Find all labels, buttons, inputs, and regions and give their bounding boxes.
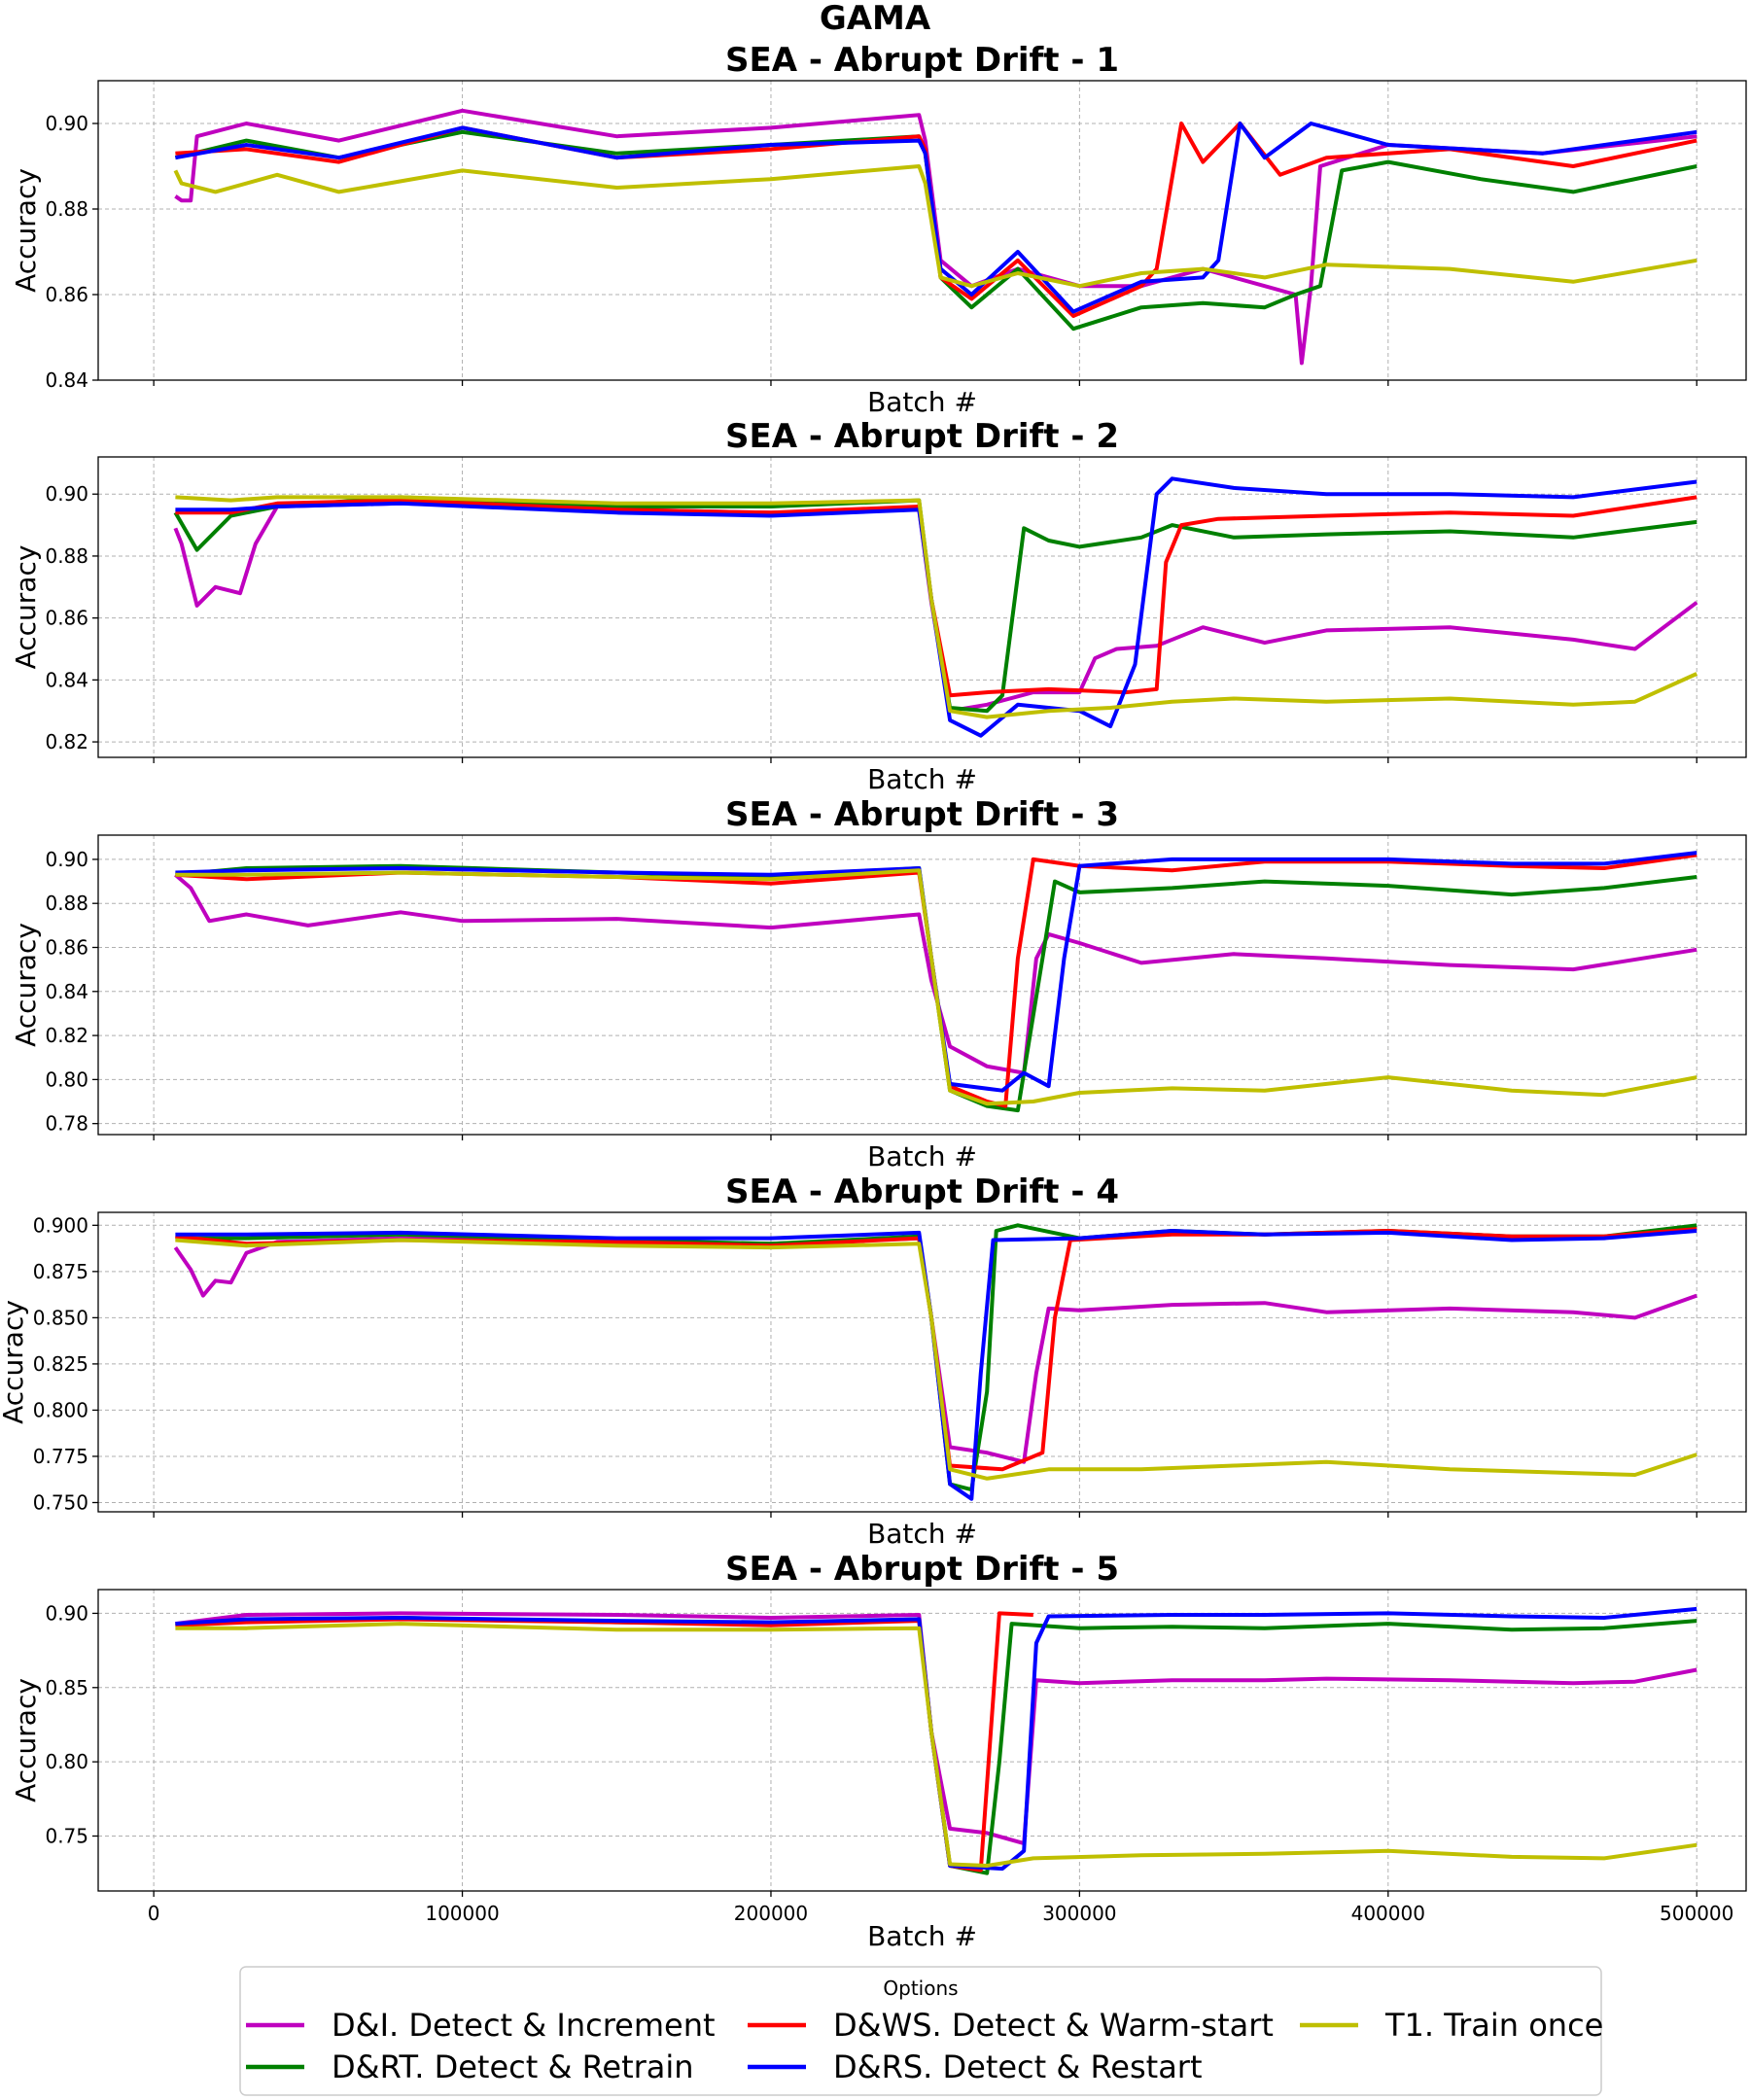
series-line (173, 1236, 1698, 1464)
plot-frame (97, 456, 1747, 758)
subplot-title: SEA - Abrupt Drift - 1 (725, 41, 1119, 80)
legend-entry-label: D&RS. Detect & Restart (833, 2048, 1203, 2085)
x-tick-label: 200000 (734, 1902, 808, 1925)
y-tick-label: 0.78 (45, 1112, 88, 1136)
series-line (175, 495, 1698, 719)
series-line (175, 1622, 1698, 1868)
legend: Options D&I. Detect & Increment D&WS. Dete… (239, 1966, 1603, 2096)
series-line (175, 1616, 1698, 1875)
figure-suptitle: GAMA (820, 0, 931, 38)
subplot-2: SEA - Abrupt Drift - 2 0.82 0.84 0.86 0.88 0.… (10, 417, 1747, 795)
x-axis-label: Batch # (867, 386, 977, 418)
series-line (175, 1238, 1698, 1481)
y-tick-label: 0.850 (33, 1306, 88, 1329)
y-tick-label: 0.84 (45, 668, 88, 691)
y-tick-label: 0.900 (33, 1213, 88, 1237)
subplot-5: SEA - Abrupt Drift - 5 0.75 0.80 0.85 0.90 0 1… (10, 1550, 1747, 1952)
x-axis-label: Batch # (867, 1518, 977, 1550)
y-axis-label: Accuracy (0, 1300, 29, 1424)
subplot-title: SEA - Abrupt Drift - 4 (725, 1172, 1119, 1211)
series-line (175, 476, 1698, 738)
y-axis-label: Accuracy (10, 1678, 42, 1802)
y-tick-label: 0.86 (45, 607, 88, 630)
plot-frame (97, 1589, 1747, 1892)
legend-title: Options (883, 1977, 958, 2000)
series-line (175, 868, 1698, 1106)
subplot-4: SEA - Abrupt Drift - 4 0.750 0.775 0.800 0.8… (0, 1172, 1747, 1550)
legend-entry-label: D&WS. Detect & Warm-start (833, 2007, 1274, 2044)
x-axis-label: Batch # (867, 1140, 977, 1172)
y-tick-label: 0.82 (45, 1024, 88, 1047)
x-tick-label: 0 (148, 1902, 160, 1925)
plot-frame (97, 834, 1747, 1136)
series-line (175, 1227, 1698, 1472)
y-tick-label: 0.86 (45, 283, 88, 306)
x-tick-label: 400000 (1351, 1902, 1425, 1925)
y-tick-label: 0.825 (33, 1352, 88, 1376)
plot-frame (97, 80, 1747, 381)
series-line (173, 495, 1698, 714)
y-tick-label: 0.88 (45, 197, 88, 221)
x-axis-label: Batch # (867, 1920, 977, 1952)
y-tick-label: 0.90 (45, 848, 88, 871)
subplots: SEA - Abrupt Drift - 1 0.84 0.86 0.88 0.90 Ba… (0, 41, 1747, 1952)
y-axis-label: Accuracy (10, 545, 42, 670)
legend-entry-label: D&I. Detect & Increment (332, 2007, 716, 2044)
y-tick-label: 0.775 (33, 1445, 88, 1468)
x-tick-label: 500000 (1660, 1902, 1733, 1925)
series-line (175, 1611, 1698, 1846)
series-line (175, 1606, 1698, 1872)
y-tick-label: 0.75 (45, 1824, 88, 1847)
series-line (175, 122, 1698, 314)
y-tick-label: 0.800 (33, 1398, 88, 1421)
plot-frame (97, 1211, 1747, 1513)
legend-box (239, 1966, 1602, 2096)
series-line (175, 851, 1698, 1093)
y-tick-label: 0.90 (45, 1601, 88, 1625)
y-tick-label: 0.88 (45, 544, 88, 568)
series-line (173, 164, 1698, 289)
y-tick-label: 0.84 (45, 980, 88, 1003)
y-tick-label: 0.875 (33, 1260, 88, 1283)
y-tick-label: 0.90 (45, 482, 88, 506)
legend-entry-label: T1. Train once (1384, 2007, 1603, 2044)
y-axis-label: Accuracy (10, 923, 42, 1047)
y-tick-label: 0.750 (33, 1490, 88, 1514)
y-tick-label: 0.88 (45, 892, 88, 915)
y-tick-label: 0.80 (45, 1750, 88, 1773)
subplot-title: SEA - Abrupt Drift - 3 (725, 795, 1119, 834)
x-axis-label: Batch # (867, 763, 977, 795)
series-line (175, 1611, 1033, 1872)
y-tick-label: 0.90 (45, 112, 88, 135)
series-line (175, 495, 1698, 698)
subplot-1: SEA - Abrupt Drift - 1 0.84 0.86 0.88 0.90 Ba… (10, 41, 1747, 418)
legend-entry-label: D&RT. Detect & Retrain (332, 2048, 694, 2085)
y-tick-label: 0.82 (45, 730, 88, 753)
y-tick-label: 0.84 (45, 368, 88, 392)
y-tick-label: 0.80 (45, 1068, 88, 1091)
y-axis-label: Accuracy (10, 168, 42, 293)
y-tick-label: 0.85 (45, 1676, 88, 1699)
series-line (174, 873, 1698, 1075)
x-tick-label: 300000 (1042, 1902, 1116, 1925)
subplot-title: SEA - Abrupt Drift - 2 (725, 417, 1119, 456)
subplot-title: SEA - Abrupt Drift - 5 (725, 1550, 1119, 1589)
subplot-3: SEA - Abrupt Drift - 3 0.78 0.80 0.82 0.84 0.… (10, 795, 1747, 1172)
series-line (175, 1229, 1698, 1501)
x-tick-label: 100000 (425, 1902, 499, 1925)
y-tick-label: 0.86 (45, 936, 88, 960)
